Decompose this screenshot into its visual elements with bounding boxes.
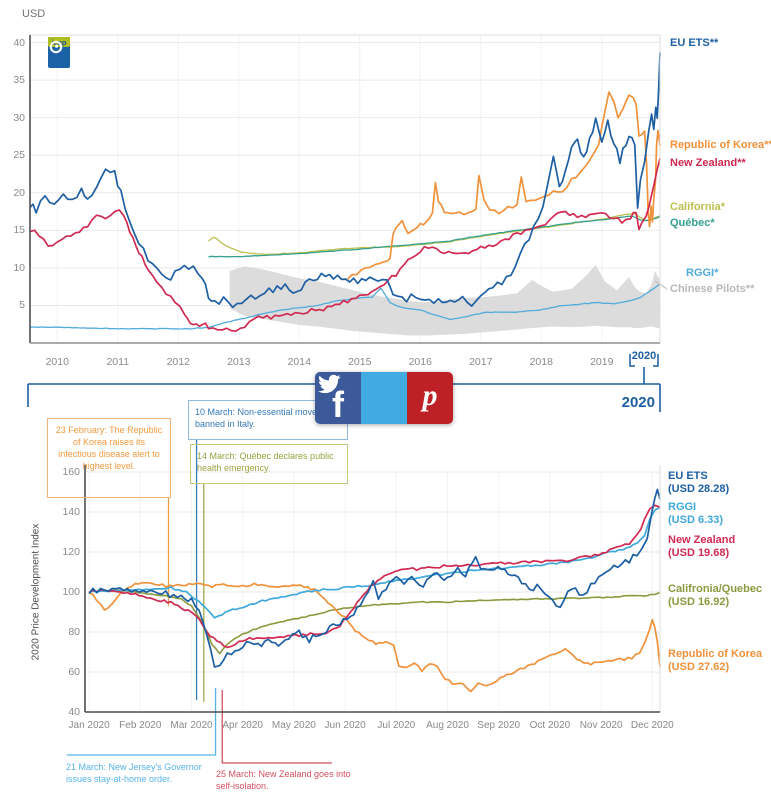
event-line-new-jersey <box>67 688 217 756</box>
bottom-series-new-zealand <box>88 504 661 649</box>
bottom-series-califronia-quebec <box>88 589 661 655</box>
event-line-new-zealand <box>221 690 332 764</box>
annotation-new-jersey: 21 March: New Jersey's Governor issues s… <box>66 762 202 785</box>
pinterest-icon: p <box>422 379 438 412</box>
bottom-series-eu-ets <box>88 488 661 668</box>
connector-2020-label: 2020 <box>621 394 655 411</box>
facebook-icon: f <box>332 384 344 424</box>
x-tick-2020: 2020 <box>631 350 657 362</box>
social-share-bar: f p <box>315 372 453 424</box>
top-series-eu-ets-- <box>29 52 661 309</box>
top-series-qu-bec- <box>208 215 661 258</box>
top-series-new-zealand-- <box>29 158 661 333</box>
pinterest-share-button[interactable]: p <box>407 372 453 424</box>
bottom-series-republic-of-korea <box>88 581 661 693</box>
bracket-2020-left <box>629 354 635 367</box>
icap-globe-icon <box>49 40 63 54</box>
annotation-korea-alert: 23 February: The Republic of Korea raise… <box>47 418 171 498</box>
bottom-series-rggi <box>88 506 661 619</box>
annotation-new-zealand-isolation: 25 March: New Zealand goes into self-iso… <box>216 769 351 792</box>
twitter-share-button[interactable] <box>318 372 407 424</box>
y-axis-unit-label: USD <box>22 8 46 20</box>
bracket-2020-right <box>653 354 659 367</box>
annotation-quebec-emergency: 14 March: Québec declares public health … <box>190 444 348 484</box>
chinese-pilots-band <box>229 264 660 336</box>
icap-logo: icap <box>48 37 70 68</box>
bottom-y-axis-title: 2020 Price Development Index <box>30 523 42 661</box>
top-series-republic-of-korea-- <box>346 91 661 280</box>
